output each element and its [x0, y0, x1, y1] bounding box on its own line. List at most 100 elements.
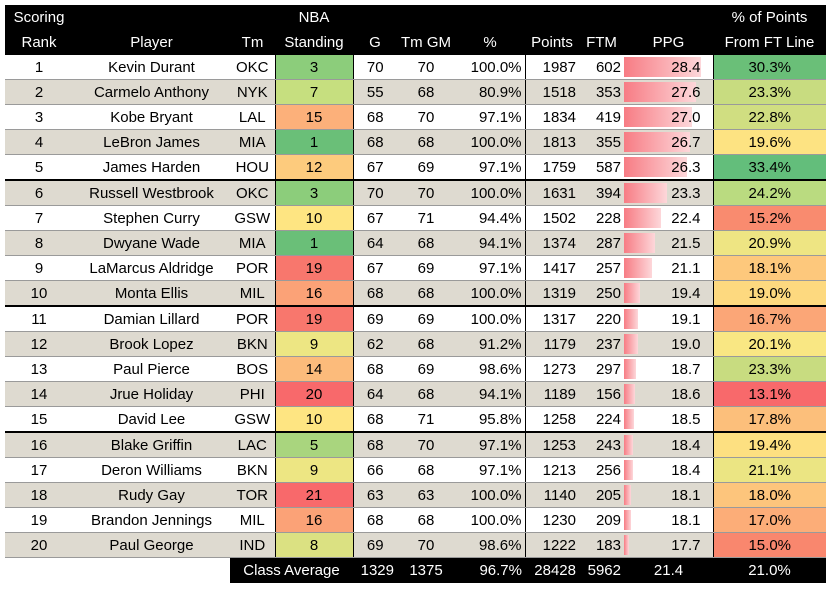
points-cell: 1987 [524, 55, 579, 80]
games-cell: 69 [352, 306, 397, 332]
ppg-cell: 18.7 [624, 356, 713, 382]
player-cell: David Lee [73, 406, 230, 433]
pct-cell: 100.0% [455, 129, 525, 155]
team-cell: MIL [230, 507, 275, 533]
ppg-value: 19.4 [671, 284, 701, 302]
table-row: 5 James Harden HOU 12 67 69 97.1% 1759 587 26.3 33… [5, 154, 826, 181]
ftm-cell: 209 [579, 507, 624, 533]
ppg-cell: 18.5 [624, 406, 713, 433]
team-cell: BOS [230, 356, 275, 382]
ft-pct-cell: 20.9% [712, 230, 826, 256]
rank-cell: 14 [5, 381, 73, 407]
rank-cell: 6 [5, 180, 73, 206]
rank-cell: 18 [5, 482, 73, 508]
ppg-cell: 18.1 [624, 507, 713, 533]
header-nba: NBA [275, 5, 353, 30]
points-cell: 1374 [524, 230, 579, 256]
player-cell: LeBron James [73, 129, 230, 155]
header-from-ft: From FT Line [713, 30, 826, 55]
rank-cell: 3 [5, 104, 73, 130]
player-cell: Kevin Durant [73, 55, 230, 80]
team-games-cell: 63 [397, 482, 455, 508]
ppg-cell: 26.7 [624, 129, 713, 155]
ppg-cell: 18.4 [624, 432, 713, 458]
footer-g: 1329 [353, 557, 397, 583]
table-row: 15 David Lee GSW 10 68 71 95.8% 1258 224 18.5 17.8… [5, 406, 826, 433]
ppg-value: 18.1 [671, 511, 701, 529]
ppg-value: 27.6 [671, 83, 701, 101]
points-cell: 1502 [524, 205, 579, 231]
team-games-cell: 70 [397, 180, 455, 206]
ppg-data-bar [624, 132, 690, 152]
ftm-cell: 257 [579, 255, 624, 281]
ftm-cell: 353 [579, 79, 624, 105]
header-tm-gm: Tm GM [397, 30, 455, 55]
ft-pct-cell: 20.1% [712, 331, 826, 357]
ftm-cell: 394 [579, 180, 624, 206]
games-cell: 55 [352, 79, 397, 105]
ft-pct-cell: 30.3% [712, 55, 826, 80]
pct-cell: 80.9% [455, 79, 525, 105]
ppg-value: 28.4 [671, 58, 701, 76]
ft-pct-cell: 18.1% [712, 255, 826, 281]
ftm-cell: 602 [579, 55, 624, 80]
header-pct: % [455, 30, 525, 55]
player-cell: Rudy Gay [73, 482, 230, 508]
points-cell: 1518 [524, 79, 579, 105]
header-rank: Rank [5, 30, 73, 55]
standing-cell: 3 [274, 55, 353, 80]
ppg-value: 18.6 [671, 385, 701, 403]
ftm-cell: 156 [579, 381, 624, 407]
ft-pct-cell: 23.3% [712, 356, 826, 382]
team-games-cell: 68 [397, 79, 455, 105]
table-row: 16 Blake Griffin LAC 5 68 70 97.1% 1253 243 18.4 1… [5, 432, 826, 458]
table-body: 1 Kevin Durant OKC 3 70 70 100.0% 1987 602 28.4 30… [5, 55, 826, 558]
points-cell: 1417 [524, 255, 579, 281]
points-cell: 1213 [524, 457, 579, 483]
ppg-cell: 18.4 [624, 457, 713, 483]
ft-pct-cell: 19.0% [712, 280, 826, 307]
header-row-bottom: Rank Player Tm Standing G Tm GM % Points… [5, 30, 826, 55]
rank-cell: 4 [5, 129, 73, 155]
header-row-top: Scoring NBA % of Points [5, 5, 826, 30]
team-games-cell: 69 [397, 356, 455, 382]
player-cell: Jrue Holiday [73, 381, 230, 407]
ppg-value: 26.3 [671, 158, 701, 176]
ppg-data-bar [624, 510, 632, 530]
ppg-data-bar [624, 435, 634, 455]
table-row: 19 Brandon Jennings MIL 16 68 68 100.0% 1230 209… [5, 507, 826, 533]
team-games-cell: 70 [397, 104, 455, 130]
ppg-data-bar [624, 283, 641, 303]
games-cell: 68 [352, 507, 397, 533]
table-row: 11 Damian Lillard POR 19 69 69 100.0% 1317 220 19… [5, 306, 826, 332]
rank-cell: 11 [5, 306, 73, 332]
games-cell: 68 [352, 129, 397, 155]
team-games-cell: 68 [397, 280, 455, 307]
footer-ppg: 21.4 [624, 557, 713, 583]
player-cell: Brook Lopez [73, 331, 230, 357]
ppg-value: 17.7 [671, 536, 701, 554]
pct-cell: 100.0% [455, 306, 525, 332]
standing-cell: 20 [274, 381, 353, 407]
ft-pct-cell: 15.0% [712, 532, 826, 558]
ft-pct-cell: 19.6% [712, 129, 826, 155]
games-cell: 64 [352, 230, 397, 256]
pct-cell: 100.0% [455, 55, 525, 80]
player-cell: Blake Griffin [73, 432, 230, 458]
ppg-value: 22.4 [671, 209, 701, 227]
player-cell: Dwyane Wade [73, 230, 230, 256]
table-row: 3 Kobe Bryant LAL 15 68 70 97.1% 1834 419 27.0 22.… [5, 104, 826, 130]
ft-pct-cell: 17.0% [712, 507, 826, 533]
rank-cell: 17 [5, 457, 73, 483]
team-cell: BKN [230, 457, 275, 483]
player-cell: Deron Williams [73, 457, 230, 483]
player-cell: Stephen Curry [73, 205, 230, 231]
ppg-data-bar [624, 309, 639, 329]
ppg-value: 23.3 [671, 184, 701, 202]
team-games-cell: 69 [397, 255, 455, 281]
ftm-cell: 250 [579, 280, 624, 307]
games-cell: 67 [352, 255, 397, 281]
ppg-cell: 21.5 [624, 230, 713, 256]
ftm-cell: 220 [579, 306, 624, 332]
ftm-cell: 355 [579, 129, 624, 155]
